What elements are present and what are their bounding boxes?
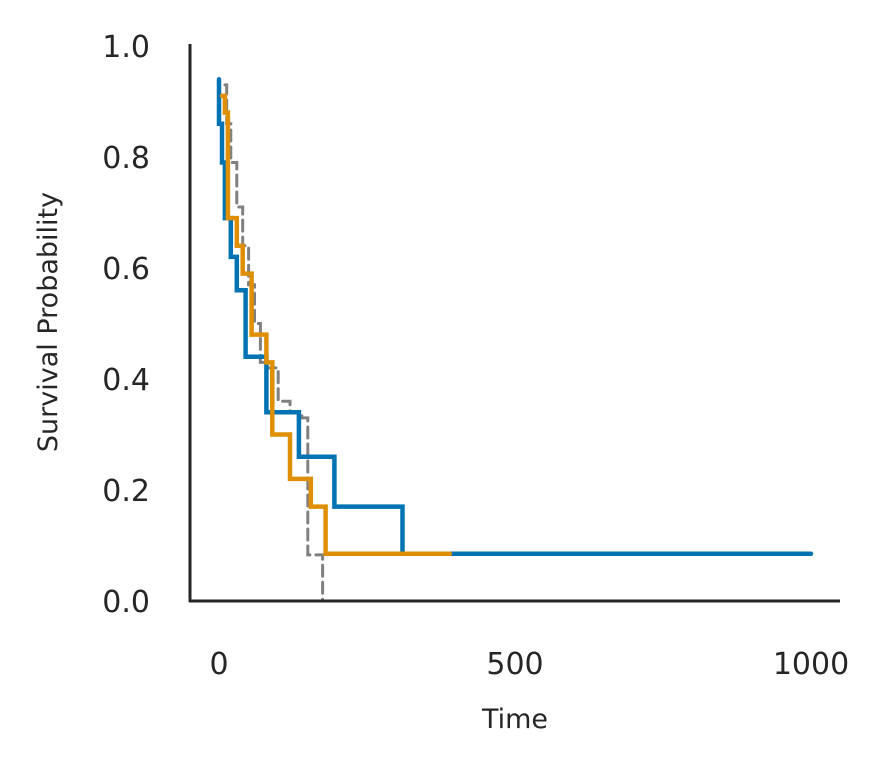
series-line-3: [219, 93, 453, 557]
y-axis-ticks: 0.0 0.2 0.4 0.6 0.8 1.0: [102, 30, 150, 620]
series-line-1: [223, 83, 458, 603]
plot-area: [216, 77, 814, 603]
x-axis-title: Time: [481, 704, 548, 735]
y-tick-label: 0.0: [102, 585, 150, 620]
y-tick-label: 1.0: [102, 30, 150, 65]
y-tick-label: 0.8: [102, 141, 150, 176]
x-tick-label: 0: [209, 647, 228, 682]
y-tick-label: 0.6: [102, 252, 150, 287]
y-axis-title: Survival Probability: [33, 192, 64, 452]
x-axis-ticks: 0 500 1000: [209, 647, 849, 682]
y-tick-label: 0.2: [102, 474, 150, 509]
x-tick-label: 1000: [773, 647, 849, 682]
x-tick-label: 500: [486, 647, 543, 682]
series-line-2: [216, 77, 814, 557]
y-tick-label: 0.4: [102, 363, 150, 398]
